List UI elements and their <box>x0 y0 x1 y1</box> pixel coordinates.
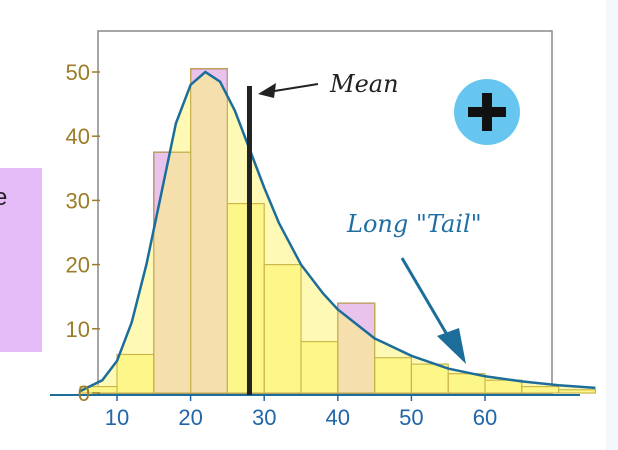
x-tick-label: 10 <box>105 405 129 430</box>
y-tick-label: 30 <box>66 188 90 213</box>
right-edge-strip <box>606 0 618 450</box>
x-axis-ticks: 10 20 30 40 50 60 <box>105 395 497 430</box>
y-tick-label: 50 <box>66 60 90 85</box>
x-tick-label: 20 <box>178 405 202 430</box>
left-side-panel: e <box>0 168 42 352</box>
y-axis-ticks: 0 10 20 30 40 50 <box>66 60 100 406</box>
plus-icon-vertical <box>482 93 492 131</box>
tail-arrow-head <box>437 328 466 364</box>
y-tick-label: 0 <box>78 381 90 406</box>
y-tick-label: 40 <box>66 124 90 149</box>
bar-outline <box>263 264 302 394</box>
distribution-curve-layer <box>79 68 596 394</box>
bar-outline <box>558 389 596 394</box>
y-tick-label: 10 <box>66 317 90 342</box>
x-tick-label: 40 <box>326 405 350 430</box>
x-tick-label: 50 <box>399 405 423 430</box>
zoom-plus-button[interactable] <box>454 79 520 145</box>
x-tick-label: 60 <box>473 405 497 430</box>
curve-area <box>80 72 596 393</box>
y-tick-label: 20 <box>66 253 90 278</box>
mean-label: Mean <box>329 70 399 98</box>
x-tick-label: 30 <box>252 405 276 430</box>
bar-outline <box>337 302 376 394</box>
left-panel-text: e <box>0 184 8 211</box>
mean-arrow-head <box>258 83 276 98</box>
tail-label: Long "Tail" <box>346 210 482 238</box>
distribution-curve <box>79 70 596 393</box>
